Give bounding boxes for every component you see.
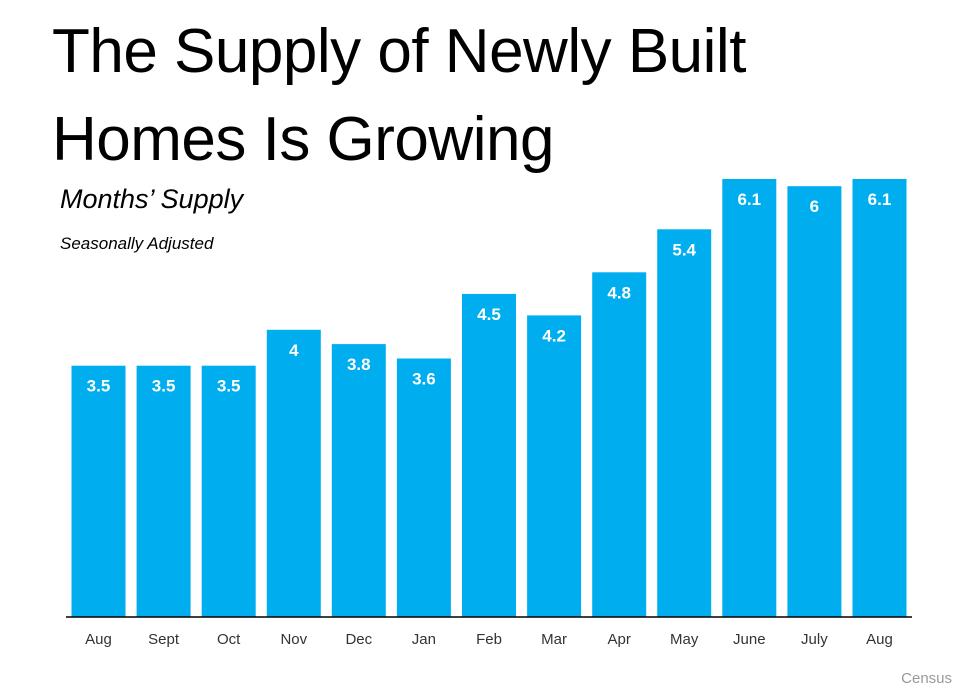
bar-1 bbox=[136, 365, 191, 617]
x-tick-label-12: Aug bbox=[866, 631, 893, 648]
bar-10 bbox=[722, 179, 777, 617]
seasonal-note: Seasonally Adjusted bbox=[60, 234, 214, 253]
x-tick-label-7: Mar bbox=[541, 631, 567, 648]
bar-2 bbox=[201, 365, 256, 617]
bar-value-label-2: 3.5 bbox=[217, 377, 241, 396]
bar-12 bbox=[852, 179, 907, 617]
bar-value-label-4: 3.8 bbox=[347, 355, 371, 374]
bar-value-label-0: 3.5 bbox=[87, 377, 111, 396]
x-tick-label-3: Nov bbox=[280, 631, 307, 648]
x-tick-label-6: Feb bbox=[476, 631, 502, 648]
bars-group bbox=[71, 179, 907, 618]
x-tick-label-0: Aug bbox=[85, 631, 112, 648]
bar-value-label-1: 3.5 bbox=[152, 377, 176, 396]
bar-5 bbox=[396, 358, 451, 617]
x-tick-label-4: Dec bbox=[345, 631, 372, 648]
chart-title: The Supply of Newly Built Homes Is Growi… bbox=[52, 17, 746, 174]
chart-subtitle: Months’ Supply bbox=[60, 184, 244, 214]
bar-value-label-11: 6 bbox=[810, 197, 819, 216]
bar-11 bbox=[787, 186, 842, 617]
x-tick-labels-group: Aug Sept Oct Nov Dec Jan Feb Mar Apr May June July A… bbox=[85, 631, 893, 648]
x-tick-label-10: June bbox=[733, 631, 766, 648]
bar-value-label-8: 4.8 bbox=[607, 283, 631, 302]
bar-4 bbox=[331, 344, 386, 617]
bar-6 bbox=[462, 293, 516, 617]
x-tick-label-2: Oct bbox=[217, 631, 241, 648]
x-tick-label-8: Apr bbox=[608, 631, 631, 648]
bar-3 bbox=[266, 329, 321, 617]
bar-value-label-3: 4 bbox=[289, 341, 299, 360]
bar-value-label-7: 4.2 bbox=[542, 326, 566, 345]
x-tick-label-1: Sept bbox=[148, 631, 180, 648]
bar-value-label-12: 6.1 bbox=[868, 190, 892, 209]
bar-labels-group: 3.5 3.5 3.5 4 3.8 3.6 4.5 4.2 4.8 5.4 6.1 6 6.1 bbox=[87, 190, 892, 396]
bar-8 bbox=[592, 272, 647, 617]
bar-9 bbox=[657, 229, 712, 618]
x-tick-label-11: July bbox=[801, 631, 828, 648]
bar-value-label-9: 5.4 bbox=[672, 240, 696, 259]
bar-0 bbox=[71, 365, 126, 617]
x-tick-label-5: Jan bbox=[412, 631, 436, 648]
bar-value-label-5: 3.6 bbox=[412, 370, 436, 389]
x-tick-label-9: May bbox=[670, 631, 699, 648]
bar-7 bbox=[527, 315, 582, 617]
bar-value-label-6: 4.5 bbox=[477, 305, 501, 324]
source-label: Census bbox=[901, 670, 952, 687]
bar-value-label-10: 6.1 bbox=[737, 190, 761, 209]
